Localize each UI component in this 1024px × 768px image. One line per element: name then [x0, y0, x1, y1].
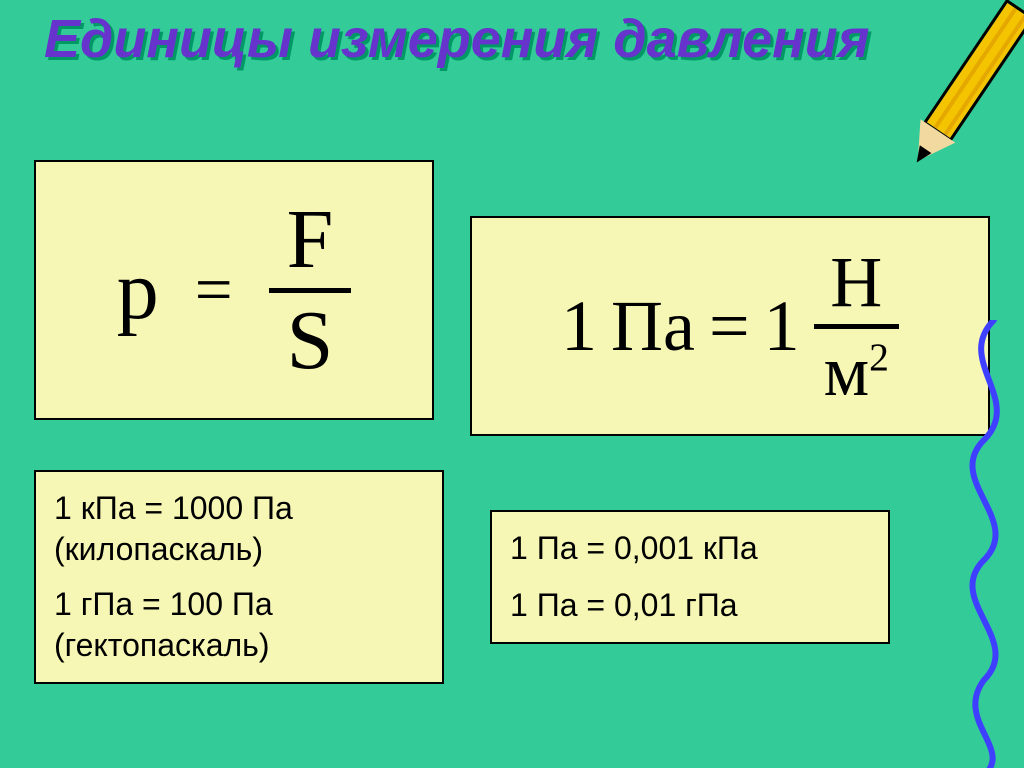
conversions-kpa-hpa: 1 кПа = 1000 Па (килопаскаль) 1 гПа = 10… [34, 470, 444, 684]
equals-sign: = [709, 285, 750, 368]
lhs-one: 1 [561, 285, 597, 368]
squiggle-icon [944, 320, 1024, 768]
fraction-n-over-m2: Н м2 [814, 246, 899, 407]
conversions-pa: 1 Па = 0,001 кПа 1 Па = 0,01 гПа [490, 510, 890, 644]
line-pa-to-hpa: 1 Па = 0,01 гПа [510, 587, 870, 624]
denominator-m2: м2 [814, 324, 899, 407]
den-base: м [824, 331, 870, 411]
symbol-p: p [117, 242, 159, 339]
rhs-one: 1 [764, 285, 800, 368]
line-pa-to-kpa: 1 Па = 0,001 кПа [510, 530, 870, 567]
line-kpa-label: (килопаскаль) [54, 531, 424, 568]
numerator-n: Н [816, 246, 896, 324]
slide-title: Единицы измерения давления [44, 10, 870, 69]
line-hpa-label: (гектопаскаль) [54, 627, 424, 664]
lhs-unit-pa: Па [611, 285, 695, 368]
fraction-f-over-s: F S [269, 198, 352, 383]
line-hpa: 1 гПа = 100 Па [54, 586, 424, 623]
numerator-f: F [269, 198, 352, 288]
formula-pressure: p = F S [34, 160, 434, 420]
line-kpa: 1 кПа = 1000 Па [54, 490, 424, 527]
denominator-s: S [269, 288, 352, 383]
formula-pascal-definition: 1 Па = 1 Н м2 [470, 216, 990, 436]
den-exponent: 2 [869, 335, 889, 379]
equals-sign: = [195, 251, 233, 329]
